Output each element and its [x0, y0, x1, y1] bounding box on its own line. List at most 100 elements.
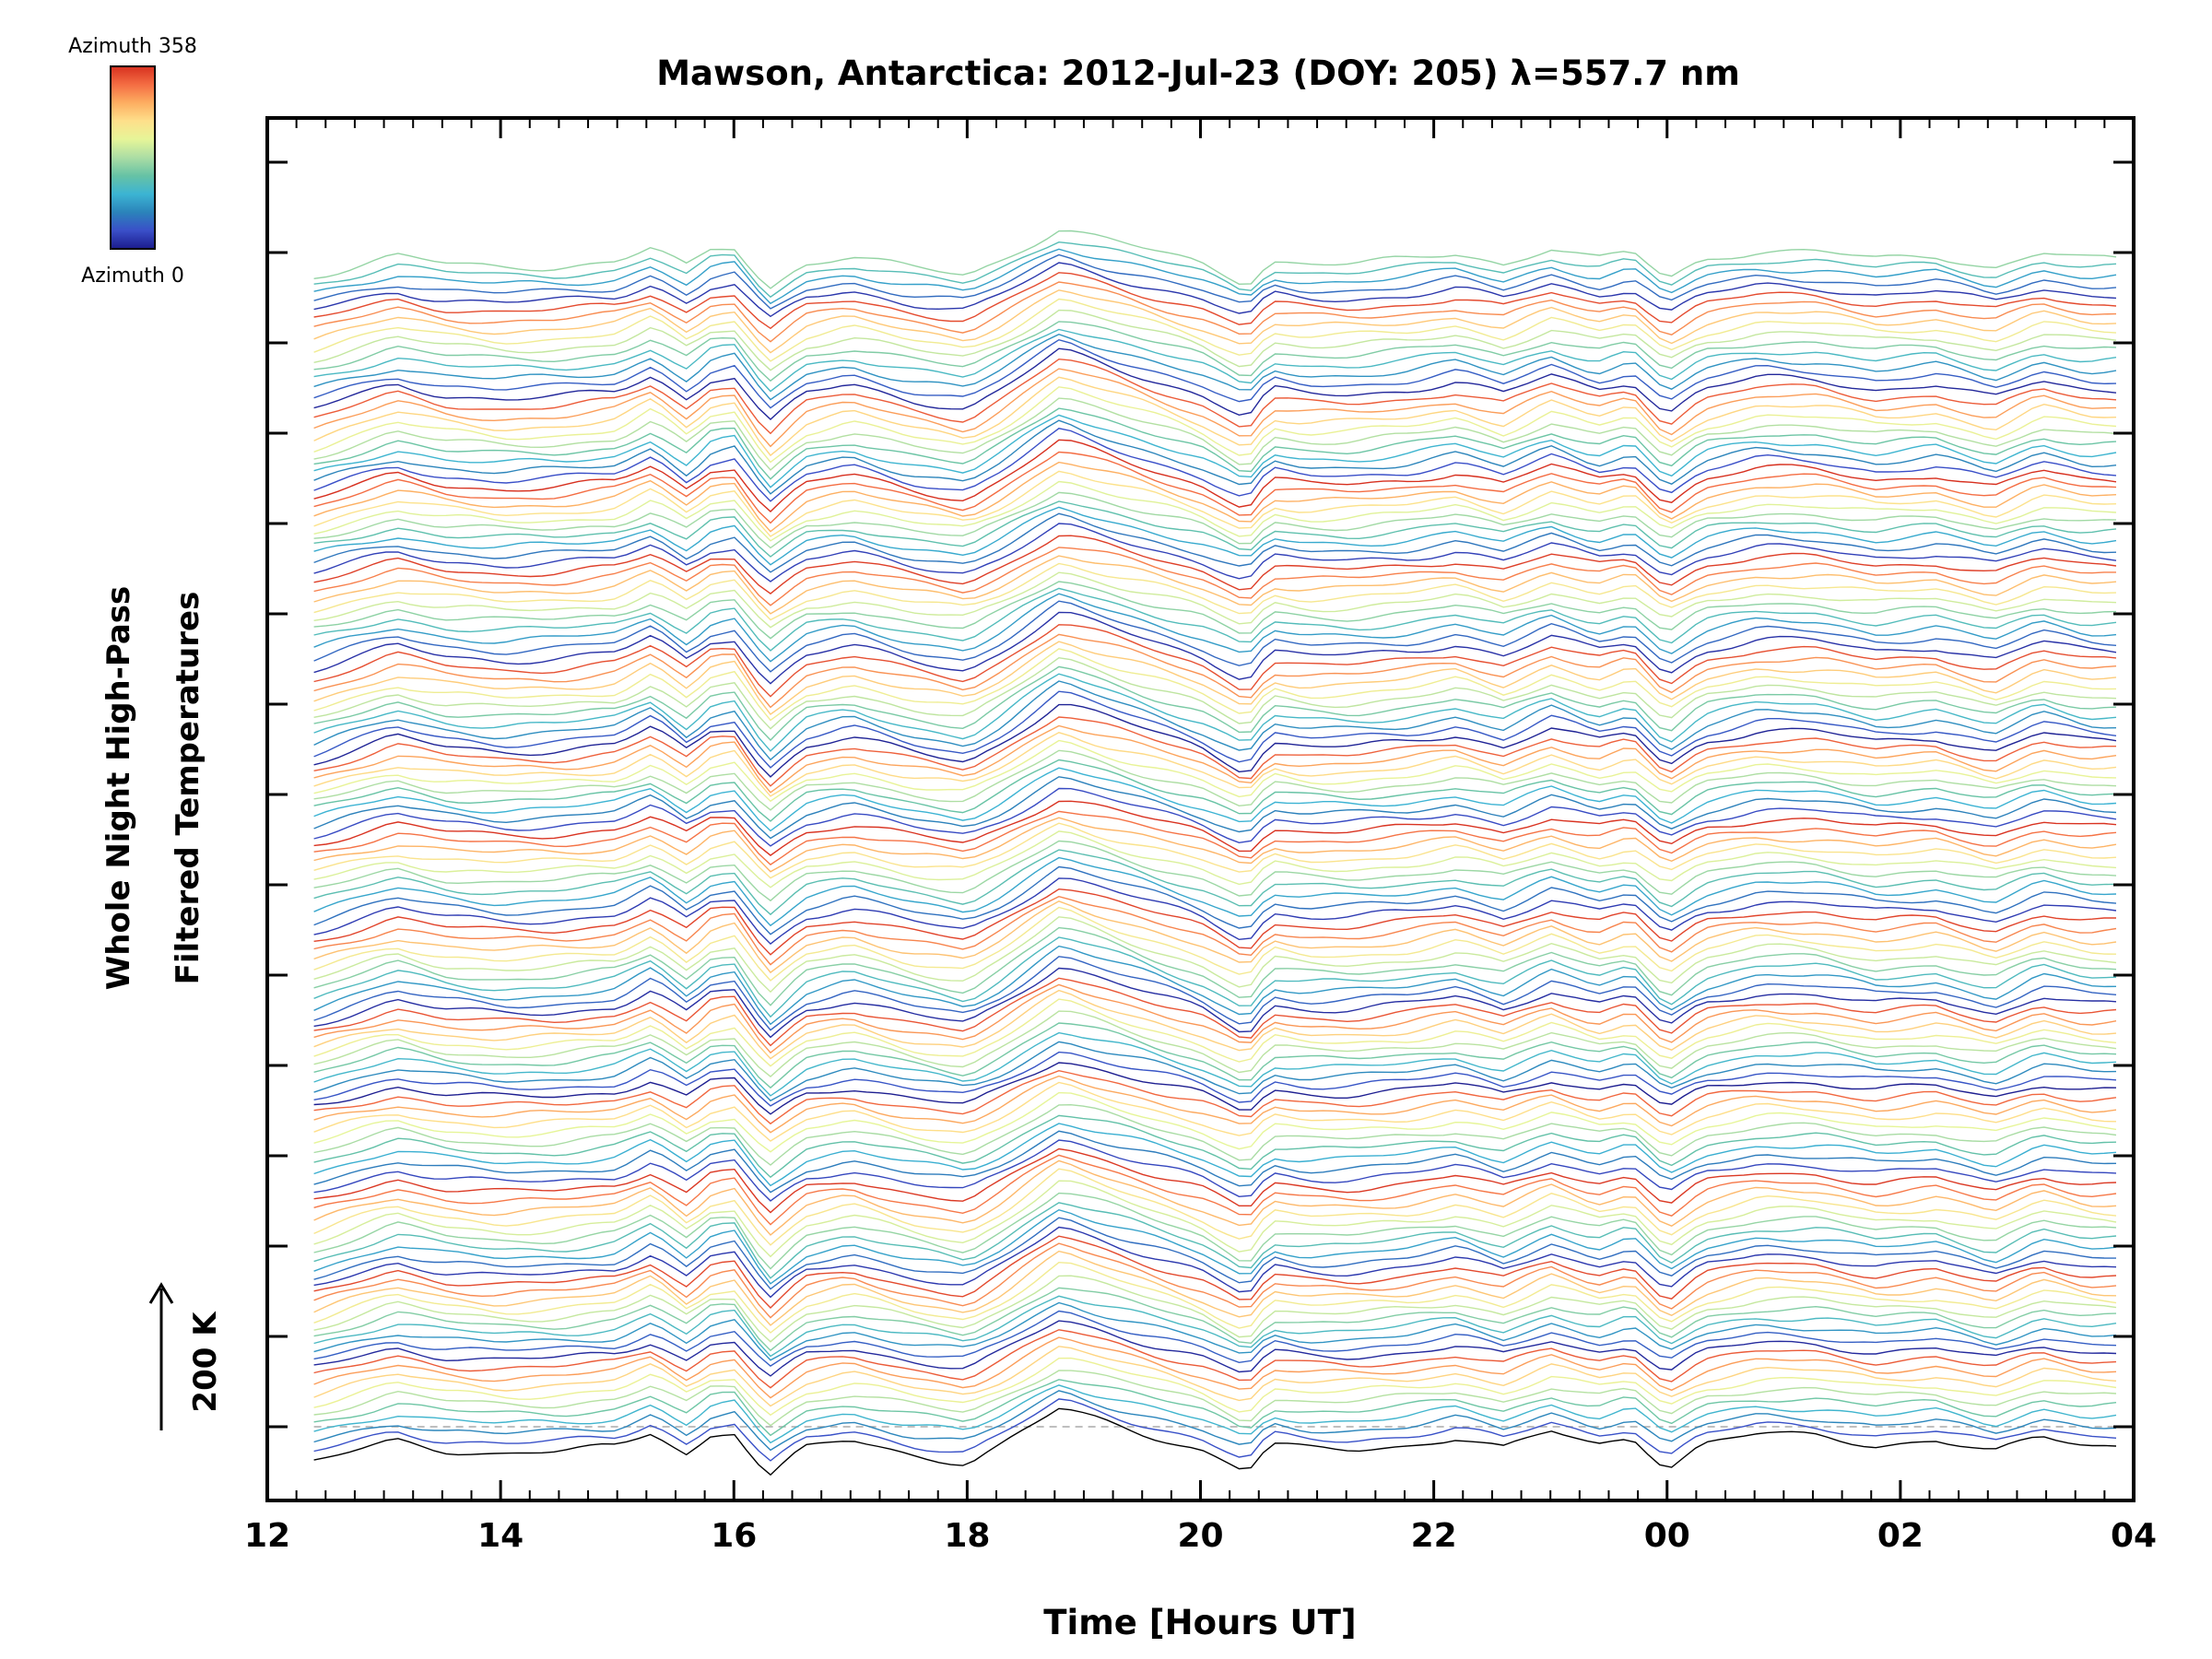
profile-line — [313, 1208, 2117, 1285]
profile-line — [313, 945, 2117, 1026]
profile-line — [313, 680, 2117, 761]
profile-line — [313, 253, 2117, 310]
profile-line — [313, 338, 2117, 409]
profile-line — [313, 523, 2117, 582]
profile-line — [313, 1336, 2117, 1399]
profile-line — [313, 1310, 2117, 1367]
profile-line — [313, 624, 2117, 698]
x-tick-label: 12 — [244, 1517, 290, 1555]
profile-line — [313, 439, 2117, 512]
profile-line — [313, 840, 2117, 902]
profile-line — [313, 690, 2117, 769]
profile-line — [313, 241, 2117, 299]
profile-line — [313, 414, 2117, 488]
profile-line — [313, 1123, 2117, 1187]
profile-line — [313, 641, 2117, 715]
y-axis-label-line2: Filtered Temperatures — [170, 592, 206, 985]
profile-lines — [313, 229, 2117, 1477]
profile-line — [313, 272, 2117, 330]
profile-line — [313, 451, 2117, 524]
profile-line — [313, 895, 2117, 966]
profile-line — [313, 386, 2117, 464]
profile-line — [313, 1217, 2117, 1290]
profile-line — [313, 587, 2117, 652]
profile-line — [313, 656, 2117, 730]
profile-line — [313, 512, 2117, 573]
profile-line — [313, 877, 2117, 946]
profile-line — [313, 1379, 2117, 1437]
profile-line — [313, 333, 2117, 401]
profile-line — [313, 977, 2117, 1047]
arrow-up-icon — [148, 1282, 174, 1304]
profile-line — [313, 298, 2117, 362]
profile-line — [313, 593, 2117, 663]
y-axis-label-line1: Whole Night High-Pass — [100, 586, 137, 991]
profile-line — [313, 368, 2117, 448]
profile-line — [313, 749, 2117, 811]
x-tick-label: 04 — [2111, 1517, 2157, 1555]
profile-line — [313, 1041, 2117, 1102]
x-axis-label: Time [Hours UT] — [1043, 1603, 1356, 1642]
x-tick-label: 14 — [477, 1517, 524, 1555]
profile-line — [313, 998, 2117, 1067]
profile-line — [313, 989, 2117, 1060]
profile-line — [313, 600, 2117, 673]
profile-line — [313, 936, 2117, 1018]
profile-line — [313, 1226, 2117, 1299]
profile-line — [313, 703, 2117, 778]
profile-line — [313, 248, 2117, 305]
profile-line — [313, 956, 2117, 1031]
profile-line — [313, 1329, 2117, 1389]
profile-line — [313, 461, 2117, 533]
profile-line — [313, 611, 2117, 685]
profile-line — [313, 888, 2116, 956]
profile-line — [313, 1384, 2117, 1444]
profile-line — [313, 428, 2117, 502]
profile-line — [313, 1022, 2117, 1089]
profile-line — [313, 470, 2117, 537]
profile-line — [313, 1147, 2117, 1214]
x-tick-label: 16 — [711, 1517, 757, 1555]
profile-line — [313, 1202, 2117, 1279]
profile-line — [313, 800, 2117, 856]
profile-line — [313, 1139, 2117, 1202]
profile-line — [313, 822, 2117, 879]
profile-line — [313, 1398, 2117, 1462]
profile-line — [313, 491, 2117, 549]
profile-line — [313, 289, 2117, 354]
profile-line — [313, 665, 2117, 742]
profile-line — [313, 1069, 2117, 1125]
profile-line — [313, 1130, 2117, 1194]
profile-line — [313, 759, 2117, 822]
profile-line — [313, 1103, 2117, 1166]
profile-line — [313, 739, 2117, 803]
profile-line — [313, 1091, 2117, 1153]
profile-line — [313, 1010, 2117, 1078]
profile-line — [313, 926, 2117, 1006]
x-tick-label: 02 — [1877, 1517, 1924, 1555]
chart-title: Mawson, Antarctica: 2012-Jul-23 (DOY: 20… — [656, 53, 1740, 93]
profile-line — [313, 562, 2117, 621]
profile-line — [313, 1242, 2117, 1319]
scale-label: 200 K — [187, 1311, 224, 1413]
profile-line — [313, 1192, 2117, 1270]
profile-line — [313, 1250, 2117, 1326]
profile-line — [313, 1075, 2117, 1134]
profile-line — [313, 1287, 2117, 1352]
profile-line — [313, 1031, 2117, 1097]
profile-line — [313, 347, 2117, 420]
profile-line — [313, 358, 2117, 435]
profile-line — [313, 716, 2116, 787]
profile-line — [313, 535, 2117, 594]
plot-area: 12 14 16 18 20 22 00 02 04 — [244, 116, 2157, 1555]
profile-line — [313, 865, 2117, 935]
profile-line — [313, 1235, 2117, 1309]
profile-line — [313, 281, 2117, 343]
profile-line — [313, 229, 2117, 289]
profile-line — [313, 321, 2117, 382]
profile-line — [313, 849, 2117, 916]
profile-line — [313, 1051, 2117, 1107]
profile-line — [313, 1295, 2117, 1358]
scale-arrow: 200 K — [148, 1282, 224, 1430]
